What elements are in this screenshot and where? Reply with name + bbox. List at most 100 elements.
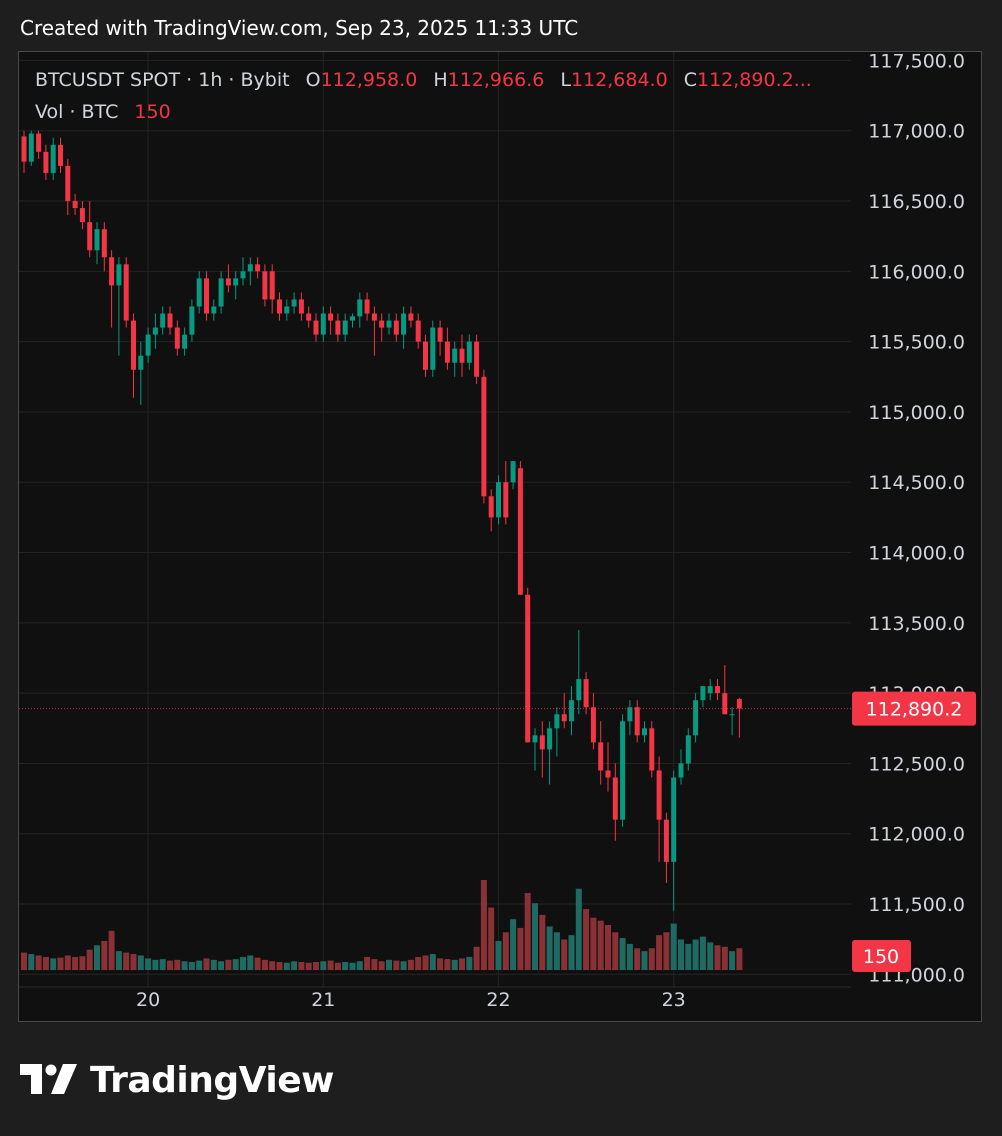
candle[interactable] [21, 130, 27, 173]
candle[interactable] [634, 700, 640, 743]
candle[interactable] [430, 320, 436, 377]
candle[interactable] [277, 292, 282, 321]
candle[interactable] [87, 201, 93, 258]
candle[interactable] [423, 334, 428, 377]
candle[interactable] [707, 679, 713, 701]
candle[interactable] [481, 369, 487, 504]
candle[interactable] [722, 665, 728, 715]
candle[interactable] [525, 587, 531, 743]
candle[interactable] [503, 461, 509, 525]
candle[interactable] [693, 693, 699, 743]
candle[interactable] [547, 721, 553, 785]
candle[interactable] [211, 299, 217, 321]
candle[interactable] [452, 341, 458, 377]
candle[interactable] [131, 313, 136, 398]
candlestick-chart[interactable]: 111,000.0111,500.0112,000.0112,500.0113,… [19, 52, 982, 1022]
candle[interactable] [605, 742, 611, 792]
candle[interactable] [284, 299, 290, 321]
candle[interactable] [174, 320, 180, 356]
candle[interactable] [532, 728, 538, 771]
candle[interactable] [335, 313, 341, 342]
candle[interactable] [152, 313, 158, 349]
candle[interactable] [364, 292, 370, 321]
candle[interactable] [474, 334, 480, 384]
candle[interactable] [466, 334, 472, 370]
symbol-label[interactable]: BTCUSDT SPOT · 1h · Bybit [35, 69, 290, 91]
candle[interactable] [357, 292, 363, 328]
candle[interactable] [342, 313, 348, 342]
candle[interactable] [328, 306, 334, 335]
candle[interactable] [539, 721, 545, 778]
candle[interactable] [642, 721, 647, 743]
candle[interactable] [28, 130, 34, 166]
candle[interactable] [123, 257, 129, 328]
candle[interactable] [671, 770, 677, 912]
candle[interactable] [218, 271, 224, 314]
candle[interactable] [576, 629, 582, 715]
candle[interactable] [379, 313, 385, 342]
candle[interactable] [240, 257, 246, 286]
candle[interactable] [116, 257, 122, 356]
candle[interactable] [371, 306, 377, 356]
candle[interactable] [262, 264, 268, 307]
candle[interactable] [700, 686, 706, 708]
candle[interactable] [145, 327, 151, 363]
candle[interactable] [496, 475, 501, 525]
candle[interactable] [729, 707, 735, 736]
candle[interactable] [306, 306, 312, 328]
candle[interactable] [620, 714, 626, 827]
candle[interactable] [415, 313, 421, 349]
candle[interactable] [313, 313, 319, 342]
candle[interactable] [182, 327, 188, 356]
tradingview-logo[interactable]: TradingView [20, 1058, 334, 1102]
candle[interactable] [627, 700, 633, 736]
candle[interactable] [663, 812, 669, 883]
candle[interactable] [517, 461, 523, 595]
candle[interactable] [298, 292, 304, 321]
candle[interactable] [350, 313, 355, 328]
candle[interactable] [167, 306, 173, 335]
candle[interactable] [437, 320, 443, 356]
candle[interactable] [715, 679, 720, 701]
chart-panel[interactable]: 111,000.0 111,500.0 112,000.0 112,500.0 113,… [18, 51, 982, 1022]
candle[interactable] [204, 271, 209, 321]
candle[interactable] [109, 250, 115, 328]
candle[interactable] [72, 194, 78, 216]
candle[interactable] [138, 341, 144, 405]
candle[interactable] [590, 693, 596, 750]
candle[interactable] [320, 306, 326, 342]
candle[interactable] [247, 257, 253, 286]
candle[interactable] [65, 158, 71, 216]
candle[interactable] [656, 756, 662, 862]
candle[interactable] [561, 693, 567, 729]
candle[interactable] [58, 137, 63, 173]
candle[interactable] [598, 721, 604, 785]
candle[interactable] [583, 672, 589, 715]
candle[interactable] [612, 763, 618, 841]
candle[interactable] [269, 264, 275, 314]
candle[interactable] [393, 313, 399, 342]
candle[interactable] [510, 461, 516, 490]
candle[interactable] [401, 306, 407, 349]
candle[interactable] [196, 271, 202, 314]
volume-legend[interactable]: Vol · BTC 150 [35, 101, 171, 123]
candle[interactable] [678, 749, 684, 785]
candle[interactable] [79, 201, 85, 230]
candle[interactable] [291, 292, 297, 314]
candle[interactable] [649, 721, 655, 778]
candle[interactable] [444, 327, 450, 370]
candle[interactable] [160, 306, 166, 335]
candle[interactable] [101, 222, 107, 272]
ohlc-legend[interactable]: BTCUSDT SPOT · 1h · Bybit O112,958.0 H11… [35, 69, 812, 91]
candle[interactable] [36, 130, 42, 159]
candle[interactable] [50, 137, 56, 180]
candle[interactable] [225, 264, 231, 293]
candle[interactable] [736, 697, 742, 738]
candle[interactable] [488, 489, 494, 532]
candle[interactable] [386, 313, 392, 335]
candle[interactable] [459, 334, 465, 377]
candle[interactable] [408, 306, 414, 328]
candle[interactable] [685, 728, 691, 771]
candle[interactable] [569, 686, 574, 736]
candle[interactable] [255, 257, 261, 279]
